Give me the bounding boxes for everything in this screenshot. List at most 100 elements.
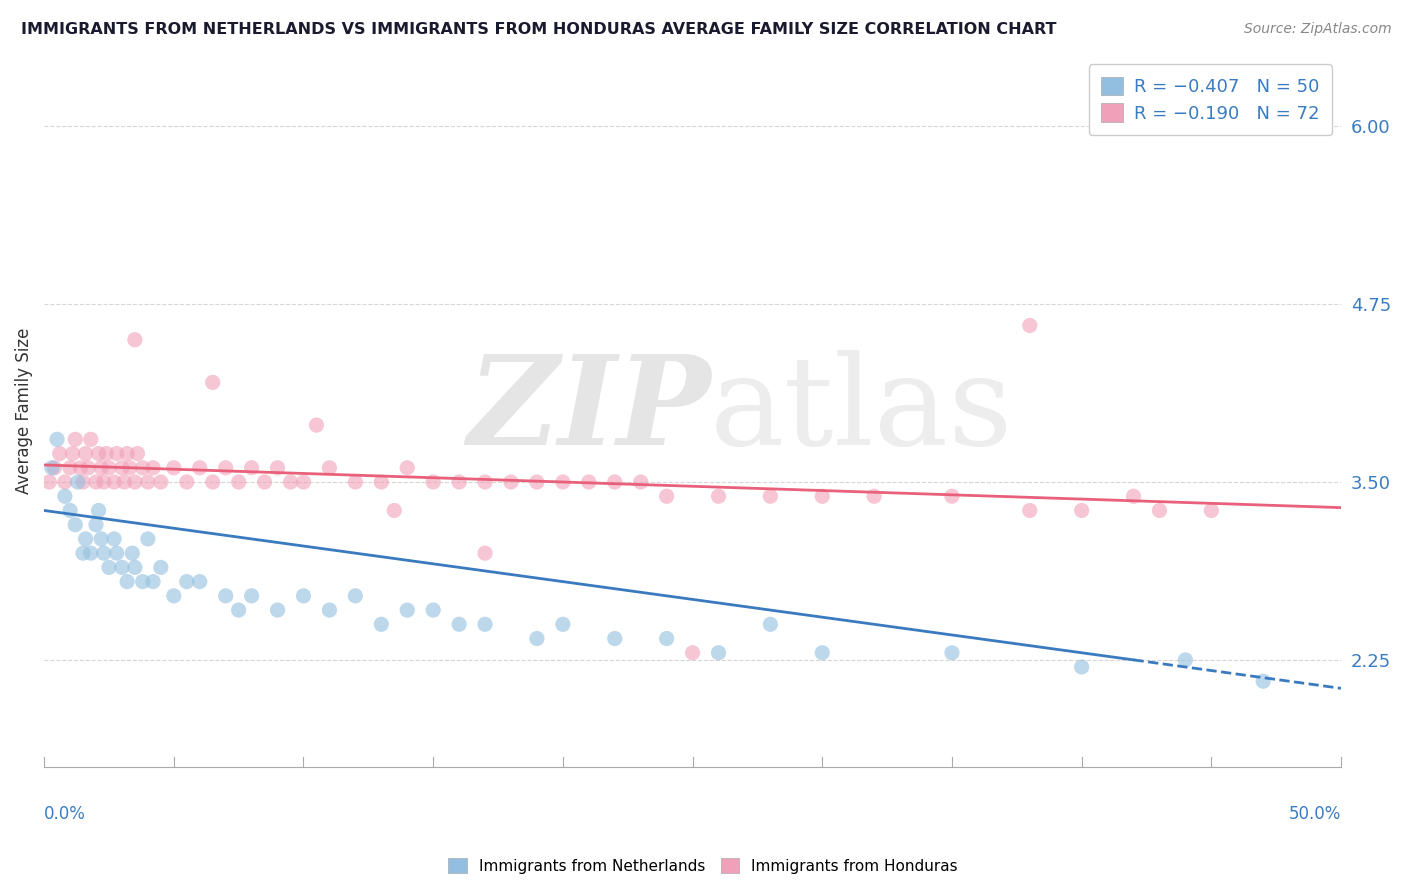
Point (163, 460, 186, 475)
Point (318, 460, 340, 475)
Point (228, 475, 250, 489)
Point (1018, 318, 1040, 333)
Point (87, 503, 110, 517)
Point (65, 517, 87, 532)
Point (97, 460, 120, 475)
Point (1122, 489, 1144, 503)
Point (142, 574, 165, 589)
Point (114, 475, 136, 489)
Point (292, 589, 315, 603)
Point (118, 460, 141, 475)
Point (449, 475, 471, 489)
Point (1174, 653, 1197, 667)
Point (370, 617, 392, 632)
Point (499, 475, 522, 489)
Point (344, 589, 367, 603)
Point (131, 460, 153, 475)
Point (66, 475, 89, 489)
Point (90, 532, 112, 546)
Point (1201, 503, 1223, 517)
Point (124, 475, 146, 489)
Point (526, 632, 548, 646)
Point (115, 574, 138, 589)
Point (551, 475, 574, 489)
Point (115, 446, 138, 460)
Point (811, 489, 834, 503)
Point (449, 617, 471, 632)
Point (266, 603, 288, 617)
Text: atlas: atlas (710, 351, 1012, 471)
Point (228, 603, 250, 617)
Point (188, 460, 211, 475)
Point (97, 560, 120, 574)
Text: 50.0%: 50.0% (1289, 805, 1341, 823)
Point (1149, 503, 1171, 517)
Point (69, 460, 91, 475)
Point (863, 489, 886, 503)
Point (422, 475, 444, 489)
Point (48, 446, 70, 460)
Point (72, 546, 94, 560)
Point (759, 489, 782, 503)
Point (707, 489, 730, 503)
Point (280, 475, 302, 489)
Point (201, 475, 224, 489)
Point (370, 475, 392, 489)
Point (111, 560, 134, 574)
Text: Source: ZipAtlas.com: Source: ZipAtlas.com (1244, 22, 1392, 37)
Point (80, 433, 103, 447)
Point (344, 475, 367, 489)
Point (96, 446, 118, 460)
Text: 0.0%: 0.0% (44, 805, 86, 823)
Point (72, 475, 94, 489)
Legend: R = −0.407   N = 50, R = −0.190   N = 72: R = −0.407 N = 50, R = −0.190 N = 72 (1088, 64, 1331, 136)
Text: ZIP: ZIP (467, 351, 710, 472)
Point (682, 646, 704, 660)
Text: IMMIGRANTS FROM NETHERLANDS VS IMMIGRANTS FROM HONDURAS AVERAGE FAMILY SIZE CORR: IMMIGRANTS FROM NETHERLANDS VS IMMIGRANT… (21, 22, 1056, 37)
Point (131, 574, 153, 589)
Point (77, 460, 100, 475)
Point (266, 460, 288, 475)
Point (53, 475, 76, 489)
Point (305, 418, 328, 433)
Point (551, 617, 574, 632)
Point (124, 560, 146, 574)
Point (1251, 674, 1274, 689)
Legend: Immigrants from Netherlands, Immigrants from Honduras: Immigrants from Netherlands, Immigrants … (443, 852, 963, 880)
Point (75, 532, 97, 546)
Point (526, 475, 548, 489)
Point (201, 376, 224, 390)
Point (84, 475, 107, 489)
Point (163, 589, 186, 603)
Point (84, 517, 107, 532)
Point (44, 460, 66, 475)
Point (93, 475, 115, 489)
Point (105, 546, 128, 560)
Point (941, 489, 963, 503)
Point (127, 446, 149, 460)
Point (215, 589, 238, 603)
Point (707, 646, 730, 660)
Point (136, 532, 159, 546)
Point (382, 503, 405, 517)
Point (941, 646, 963, 660)
Point (1070, 503, 1092, 517)
Point (75, 446, 97, 460)
Point (253, 475, 276, 489)
Point (38, 475, 60, 489)
Point (93, 546, 115, 560)
Point (103, 475, 125, 489)
Point (65, 433, 87, 447)
Point (111, 460, 134, 475)
Point (62, 446, 84, 460)
Point (240, 589, 263, 603)
Point (149, 475, 172, 489)
Point (41, 460, 63, 475)
Point (149, 560, 172, 574)
Point (630, 475, 652, 489)
Point (603, 475, 626, 489)
Point (46, 433, 69, 447)
Point (474, 546, 496, 560)
Point (240, 460, 263, 475)
Point (474, 617, 496, 632)
